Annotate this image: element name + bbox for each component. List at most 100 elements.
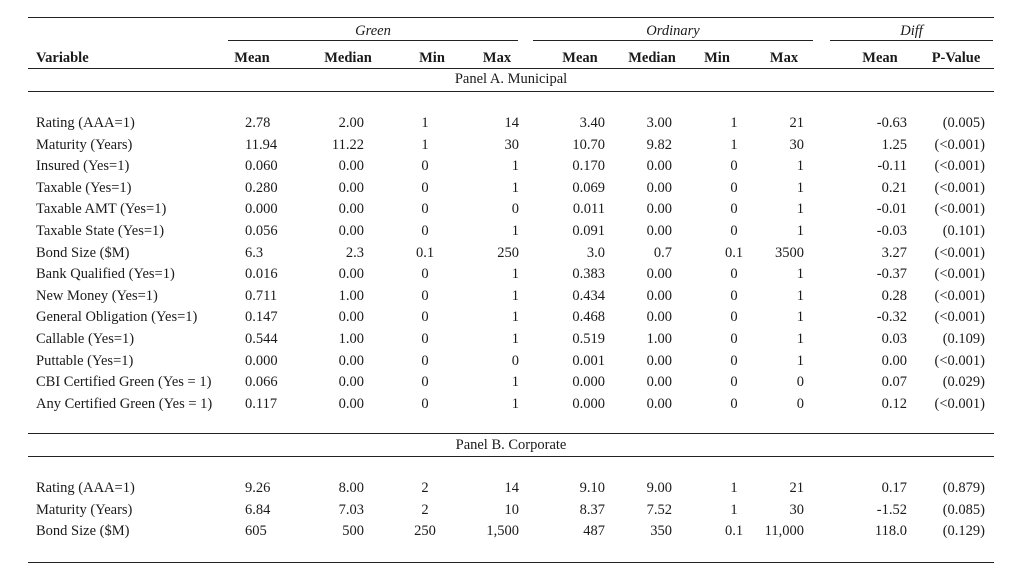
- cell-green-median: 0.00: [338, 352, 364, 369]
- cell-green-max: 0: [511, 201, 519, 218]
- cell-ordinary-max: 0: [796, 395, 804, 412]
- column-header-ordinary-max: Max: [769, 50, 799, 66]
- column-header-green-median: Median: [324, 50, 372, 66]
- panel-divider-rule: [28, 433, 994, 434]
- top-rule: [28, 17, 994, 18]
- cell-diff-mean: -1.52: [876, 501, 907, 518]
- column-header-ordinary-median: Median: [628, 50, 676, 66]
- cell-ordinary-min: 0: [730, 201, 738, 218]
- cell-variable: Bond Size ($M): [36, 523, 130, 539]
- cell-variable: Maturity (Years): [36, 136, 133, 153]
- cell-green-mean: 6.84: [245, 501, 271, 518]
- cell-p-value: (0.879): [942, 480, 985, 496]
- cell-green-min: 0: [421, 395, 429, 412]
- cell-green-min: 0: [421, 331, 429, 347]
- cell-green-mean: 0.066: [245, 374, 278, 391]
- column-header-variable: Variable: [36, 50, 89, 66]
- cell-variable: Any Certified Green (Yes = 1): [36, 395, 213, 412]
- cell-p-value: (<0.001): [934, 309, 985, 326]
- cell-green-median: 0.00: [338, 201, 364, 218]
- cell-ordinary-min: 0: [730, 331, 738, 347]
- cell-p-value: (<0.001): [934, 179, 985, 196]
- cell-p-value: (0.005): [942, 115, 985, 131]
- cell-green-median: 8.00: [338, 480, 364, 496]
- cell-diff-mean: 0.17: [881, 480, 907, 496]
- cell-ordinary-mean: 0.519: [572, 331, 605, 347]
- cell-diff-mean: 0.12: [881, 395, 907, 412]
- cell-ordinary-mean: 0.383: [572, 266, 605, 283]
- bottom-rule: [28, 562, 994, 563]
- cell-green-min: 0: [421, 374, 429, 391]
- cell-green-min: 0: [421, 179, 429, 196]
- cell-diff-mean: -0.37: [876, 266, 907, 283]
- cell-ordinary-max: 1: [796, 331, 804, 347]
- cell-diff-mean: -0.63: [876, 115, 907, 131]
- cell-ordinary-min: 1: [730, 136, 738, 153]
- cell-green-max: 10: [504, 501, 520, 518]
- cell-ordinary-mean: 0.069: [572, 179, 605, 196]
- cell-green-max: 1: [511, 223, 519, 239]
- cell-ordinary-min: 0: [730, 223, 738, 239]
- cell-ordinary-max: 1: [796, 201, 804, 218]
- cell-ordinary-mean: 0.091: [572, 223, 605, 239]
- cell-green-mean: 9.26: [245, 480, 271, 496]
- cell-ordinary-min: 0: [730, 395, 738, 412]
- cell-green-min: 1: [421, 136, 429, 153]
- cell-diff-mean: 0.00: [881, 352, 907, 369]
- panel-b-title: Panel B. Corporate: [455, 437, 567, 453]
- cell-ordinary-max: 1: [796, 309, 804, 326]
- column-header-green-max: Max: [482, 50, 512, 66]
- column-header-green-mean: Mean: [234, 50, 270, 66]
- cell-ordinary-median: 3.00: [646, 115, 672, 131]
- cell-diff-mean: -0.01: [876, 201, 907, 218]
- cell-p-value: (<0.001): [934, 352, 985, 369]
- cell-green-median: 2.00: [338, 115, 364, 131]
- cell-variable: Bank Qualified (Yes=1): [36, 266, 175, 283]
- cell-ordinary-mean: 0.000: [572, 395, 605, 412]
- cell-green-max: 1: [511, 395, 519, 412]
- cell-green-mean: 0.117: [245, 395, 278, 412]
- cell-variable: Maturity (Years): [36, 501, 133, 518]
- cell-ordinary-median: 0.00: [646, 179, 672, 196]
- cell-p-value: (<0.001): [934, 244, 985, 261]
- cell-green-max: 14: [504, 115, 520, 131]
- cell-green-mean: 2.78: [245, 115, 271, 131]
- cell-ordinary-min: 0: [730, 374, 738, 391]
- cell-green-median: 7.03: [338, 501, 364, 518]
- cell-green-max: 1: [511, 309, 519, 326]
- cell-ordinary-mean: 0.434: [572, 287, 605, 304]
- cell-ordinary-median: 9.82: [646, 136, 672, 153]
- cell-green-max: 1: [511, 331, 519, 347]
- group-header-ordinary: Ordinary: [646, 23, 700, 39]
- cell-ordinary-min: 0: [730, 266, 738, 283]
- cell-p-value: (<0.001): [934, 287, 985, 304]
- cell-green-min: 0: [421, 266, 429, 283]
- cell-p-value: (0.109): [942, 331, 985, 347]
- cell-variable: Insured (Yes=1): [36, 158, 130, 175]
- cell-green-median: 0.00: [338, 374, 364, 391]
- cell-green-median: 0.00: [338, 223, 364, 239]
- cell-variable: Rating (AAA=1): [36, 480, 135, 496]
- cell-ordinary-mean: 0.170: [572, 158, 605, 175]
- cell-green-max: 1: [511, 287, 519, 304]
- cell-green-mean: 0.000: [245, 201, 278, 218]
- cell-ordinary-max: 21: [789, 480, 805, 496]
- cell-green-max: 250: [497, 244, 519, 261]
- cell-p-value: (<0.001): [934, 395, 985, 412]
- cell-diff-mean: 0.07: [881, 374, 907, 391]
- cell-green-min: 0: [421, 201, 429, 218]
- cell-green-min: 2: [421, 480, 429, 496]
- cell-green-mean: 0.147: [245, 309, 278, 326]
- cell-green-min: 0: [421, 352, 429, 369]
- cell-ordinary-max: 30: [789, 501, 805, 518]
- cell-ordinary-mean: 3.0: [586, 244, 605, 261]
- panel-a-rule: [28, 91, 994, 92]
- ordinary-group-rule: [533, 40, 813, 41]
- cell-ordinary-max: 11,000: [764, 523, 804, 539]
- cell-variable: Bond Size ($M): [36, 244, 130, 261]
- cell-diff-mean: 0.21: [881, 179, 907, 196]
- cell-p-value: (0.129): [942, 523, 985, 539]
- cell-green-mean: 0.280: [245, 179, 278, 196]
- cell-ordinary-median: 7.52: [646, 501, 672, 518]
- group-header-diff: Diff: [900, 23, 923, 39]
